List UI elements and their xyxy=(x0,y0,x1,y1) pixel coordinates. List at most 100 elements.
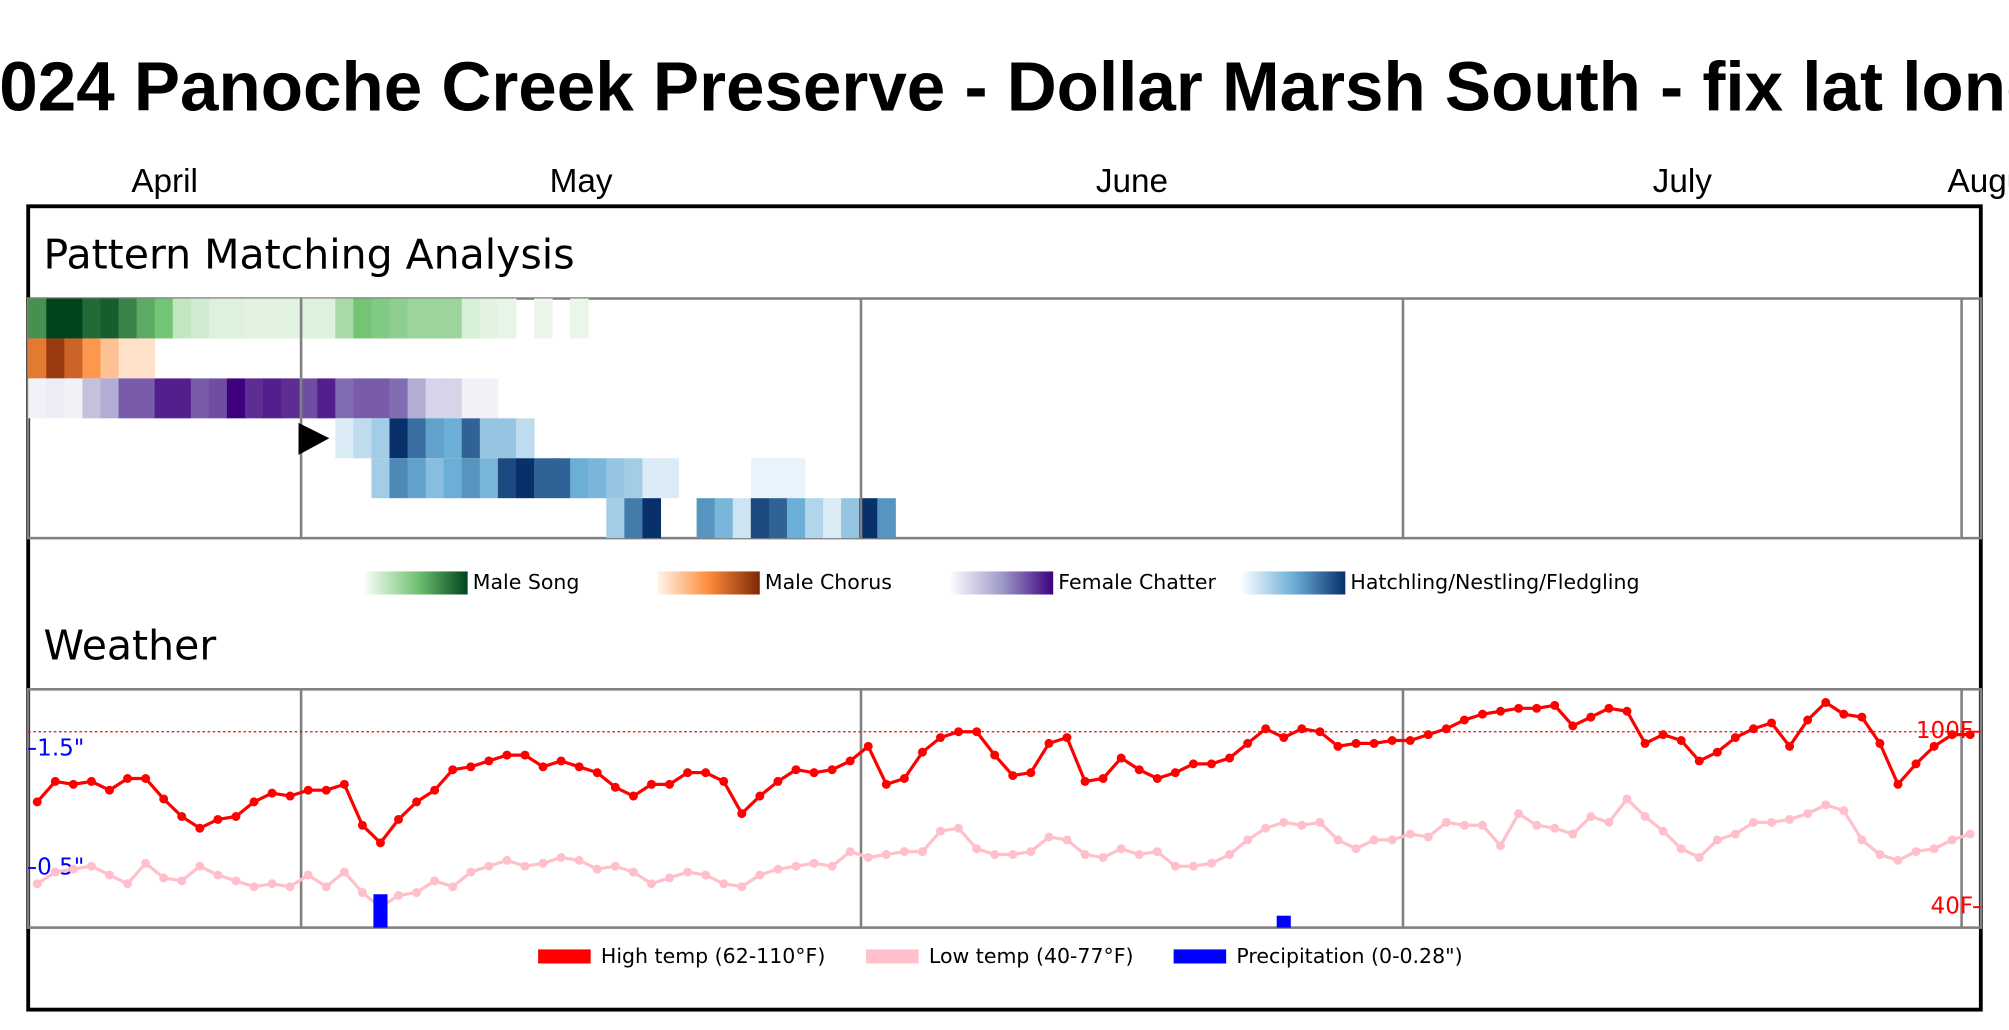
temp-point xyxy=(1044,738,1054,748)
heat-cell xyxy=(154,298,174,339)
heat-cell xyxy=(389,298,409,339)
heat-cell xyxy=(786,458,806,499)
heat-cell xyxy=(82,298,101,339)
heat-cell xyxy=(588,458,607,499)
temp-point xyxy=(285,791,295,801)
temp-point xyxy=(86,776,96,786)
temp-point xyxy=(448,765,458,775)
temp-point xyxy=(1026,847,1036,857)
month-label: August xyxy=(1948,163,2009,200)
heat-cell xyxy=(100,338,120,379)
heat-cell xyxy=(100,298,120,339)
heat-cell xyxy=(823,498,842,539)
frame xyxy=(26,204,1983,1012)
temp-point xyxy=(773,776,783,786)
heat-cell xyxy=(317,298,336,339)
temp-point xyxy=(1116,844,1126,854)
temp-point xyxy=(1839,709,1849,719)
temp-point xyxy=(1405,829,1415,839)
temp-point xyxy=(375,838,385,848)
heat-cell xyxy=(606,498,625,539)
temp-point xyxy=(1550,700,1560,710)
heat-cell xyxy=(172,378,192,419)
heat-cell xyxy=(244,298,264,339)
temp-point xyxy=(1423,730,1433,740)
legend-swatch xyxy=(1242,571,1346,595)
heat-cell xyxy=(606,458,625,499)
temp-point xyxy=(1893,779,1903,789)
temp-point xyxy=(863,741,873,751)
temp-point xyxy=(339,779,349,789)
temp-line xyxy=(36,700,1971,846)
temp-point xyxy=(917,847,927,857)
heat-cell xyxy=(335,378,354,419)
heat-cell xyxy=(407,378,427,419)
temp-point xyxy=(520,750,530,760)
heat-cell xyxy=(281,378,300,419)
heat-cell xyxy=(642,498,661,539)
heat-cell xyxy=(732,498,752,539)
temp-point xyxy=(32,879,42,889)
heat-cell xyxy=(389,458,409,499)
temp-point xyxy=(863,852,873,862)
temp-point xyxy=(845,756,855,766)
heat-cell xyxy=(443,458,463,499)
heat-cell xyxy=(805,498,824,539)
temp-point xyxy=(1911,847,1921,857)
temp-point xyxy=(1875,738,1885,748)
temp-point xyxy=(195,861,205,871)
heat-cell xyxy=(425,298,445,339)
temp-point xyxy=(1839,806,1849,816)
temp-point xyxy=(1568,721,1578,731)
temp-point xyxy=(1929,844,1939,854)
temp-point xyxy=(990,850,1000,860)
temp-point xyxy=(1441,724,1451,734)
heat-cell xyxy=(425,418,445,459)
legend-swatch xyxy=(950,571,1054,595)
heat-cell xyxy=(479,298,499,339)
precip-bar xyxy=(1276,915,1291,928)
temp-point xyxy=(755,791,765,801)
temp-point xyxy=(303,870,313,880)
legend-label: Male Chorus xyxy=(765,570,892,594)
heat-cell xyxy=(353,378,372,419)
temp-point xyxy=(1785,741,1795,751)
heat-cell xyxy=(46,378,65,419)
temp-point xyxy=(1062,733,1072,743)
temp-point xyxy=(1965,730,1975,740)
legend-label: High temp (62-110°F) xyxy=(601,944,825,968)
temp-point xyxy=(285,882,295,892)
temp-point xyxy=(809,768,819,778)
heat-cell xyxy=(515,458,535,499)
heat-cell xyxy=(299,298,318,339)
canvas: 2024 Panoche Creek Preserve - Dollar Mar… xyxy=(0,48,2009,1012)
temp-point xyxy=(1767,718,1777,728)
weather-panel xyxy=(26,688,1983,929)
temp-point xyxy=(1712,747,1722,757)
temp-point xyxy=(1821,697,1831,707)
heat-cell xyxy=(226,298,246,339)
temp-point xyxy=(610,861,620,871)
temp-point xyxy=(213,814,223,824)
heat-cell xyxy=(136,298,156,339)
temp-point xyxy=(159,794,169,804)
legend-label: Low temp (40-77°F) xyxy=(929,944,1134,968)
heat-cell xyxy=(371,378,391,419)
temp-point xyxy=(1550,823,1560,833)
heat-cell xyxy=(28,338,47,379)
heat-cell xyxy=(263,378,282,419)
temp-point xyxy=(1207,759,1216,769)
heat-cell xyxy=(660,458,680,499)
heat-cell xyxy=(263,298,282,339)
heat-cell xyxy=(371,298,391,339)
temp-point xyxy=(1496,706,1506,716)
temp-point xyxy=(1116,753,1126,763)
heat-cell xyxy=(877,498,896,539)
temp-point xyxy=(1225,753,1235,763)
heat-cell xyxy=(389,378,409,419)
temp-point xyxy=(466,867,476,877)
temp-point xyxy=(556,756,566,766)
temp-point xyxy=(1297,820,1307,830)
temp-point xyxy=(773,864,783,874)
